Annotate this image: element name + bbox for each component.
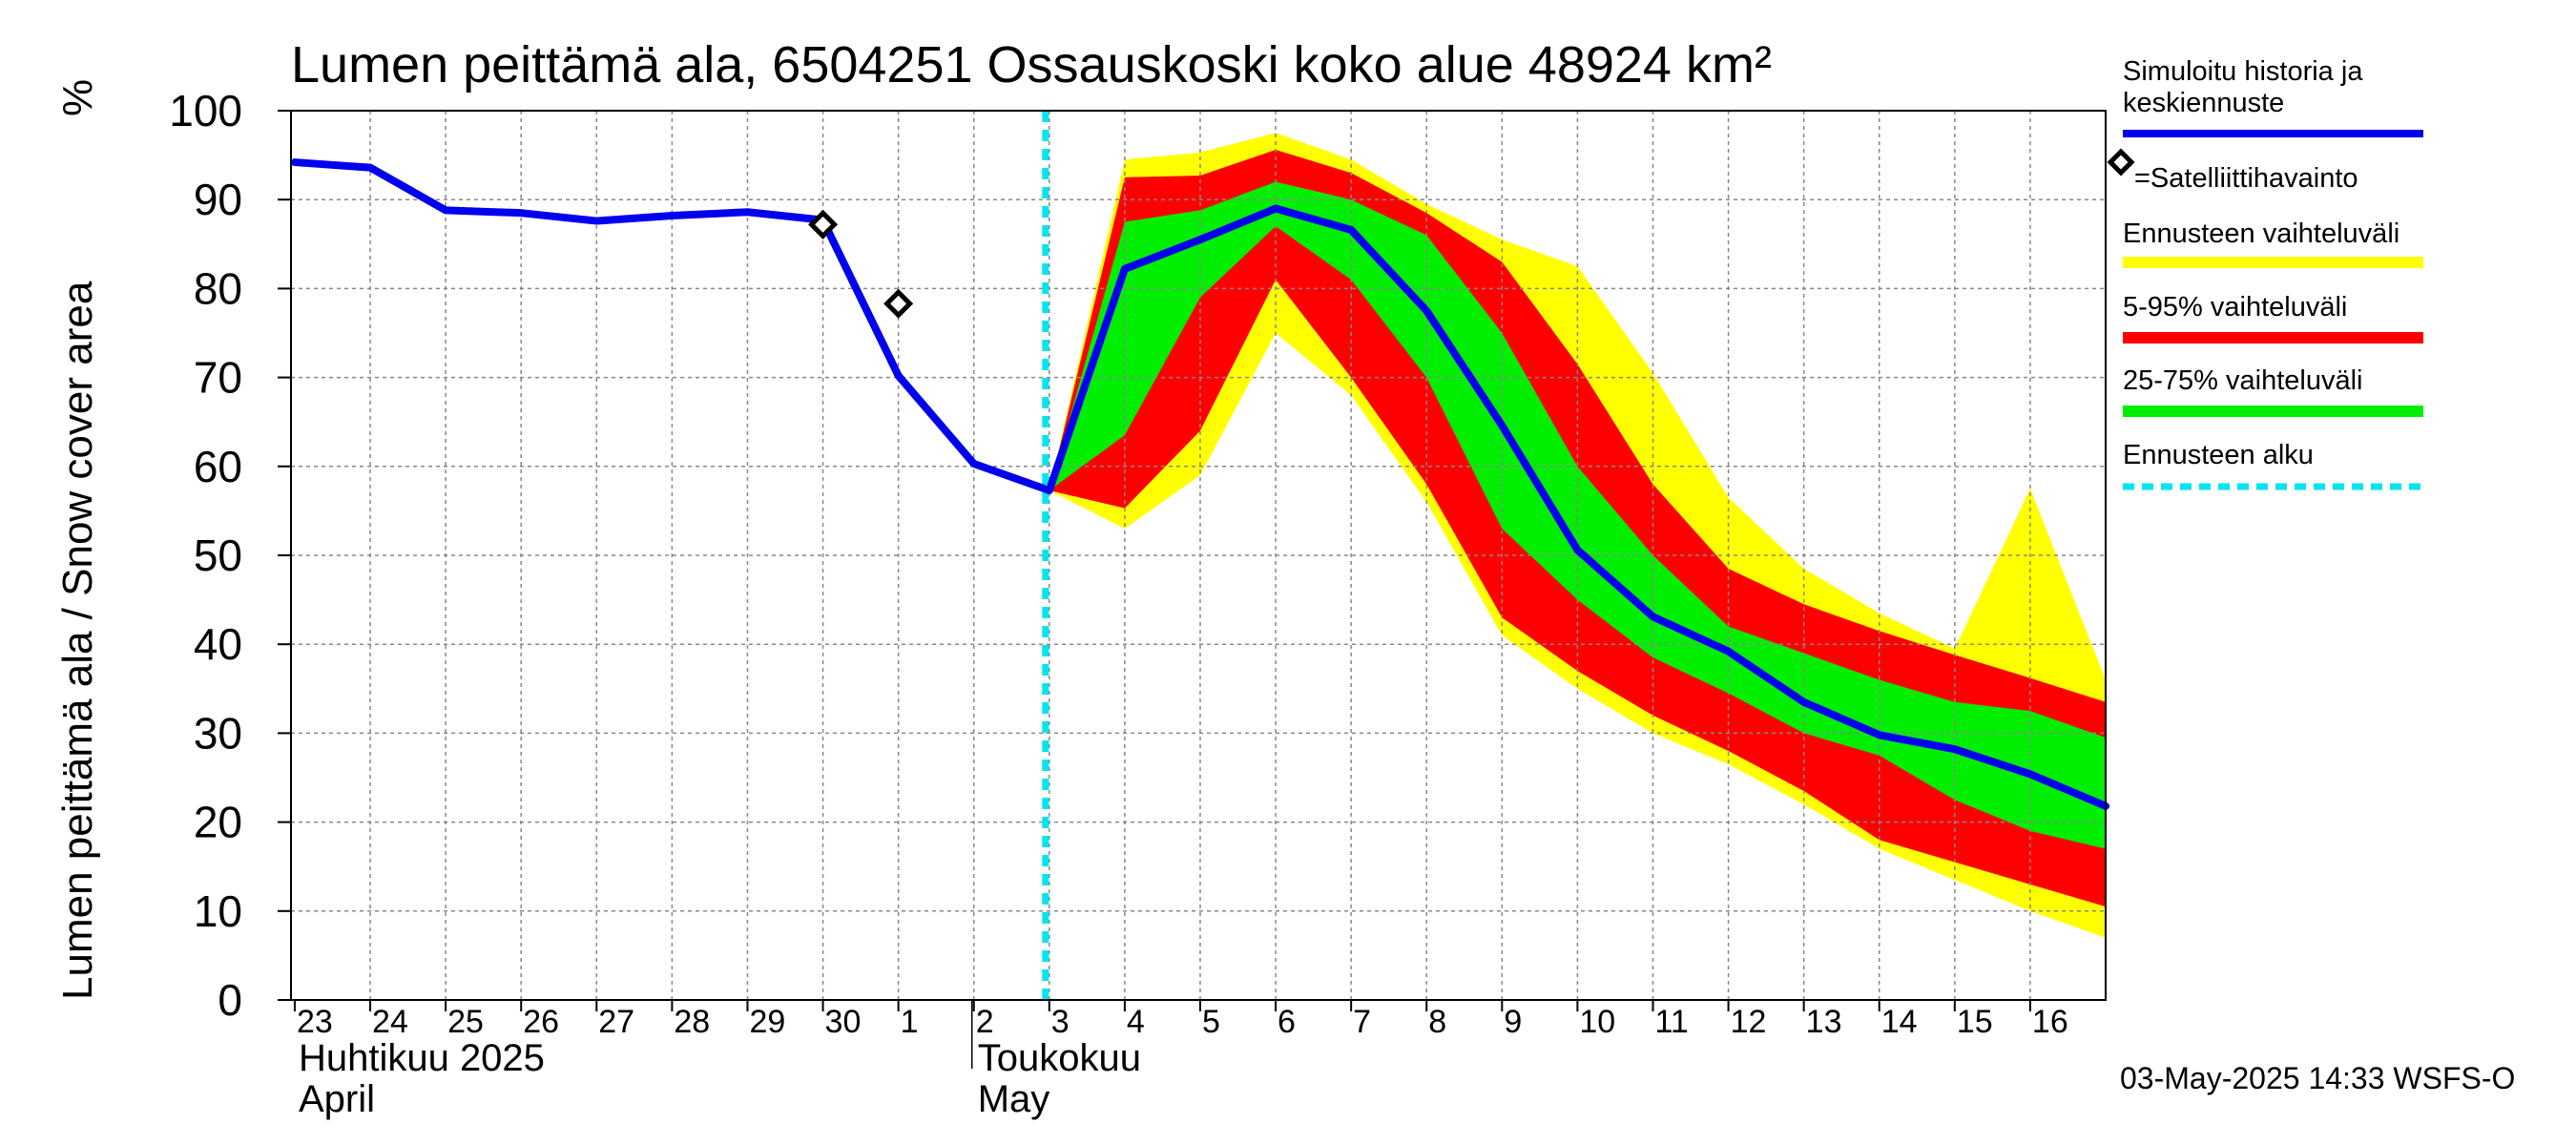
x-tick-label-5: 5 <box>1202 1004 1220 1040</box>
chart-title: Lumen peittämä ala, 6504251 Ossauskoski … <box>291 36 1772 94</box>
y-tick-label-70: 70 <box>194 353 242 403</box>
legend-band-label-2: 5-95% vaihteluväli <box>2123 292 2347 323</box>
y-tick-label-60: 60 <box>194 442 242 491</box>
x-tick-label-12: 12 <box>1731 1004 1767 1040</box>
frame-layer <box>278 110 2107 1069</box>
lines-layer <box>290 111 2109 1000</box>
x-tick-label-10: 10 <box>1579 1004 1615 1040</box>
x-tick-label-16: 16 <box>2032 1004 2068 1040</box>
month-label-2: Toukokuu <box>978 1037 1141 1079</box>
legend-band-label-1: Ennusteen vaihteluväli <box>2123 219 2399 249</box>
bands-layer <box>1049 133 2106 938</box>
x-tick-label-26: 26 <box>523 1004 559 1040</box>
y-tick-label-40: 40 <box>194 619 242 669</box>
y-tick-label-50: 50 <box>194 531 242 580</box>
satellite-marker-1 <box>808 209 839 239</box>
legend-band-label-3: 25-75% vaihteluväli <box>2123 365 2362 396</box>
timestamp: 03-May-2025 14:33 WSFS-O <box>2120 1061 2515 1095</box>
y-tick-label-0: 0 <box>218 975 242 1025</box>
x-tick-label-6: 6 <box>1278 1004 1296 1040</box>
median-forecast-line <box>1045 204 2109 810</box>
x-tick-label-4: 4 <box>1127 1004 1145 1040</box>
x-tick-label-8: 8 <box>1428 1004 1446 1040</box>
satellite-marker-2 <box>883 288 914 319</box>
y-tick-label-90: 90 <box>194 175 242 224</box>
y-axis-label: Lumen peittämä ala / Snow cover area <box>54 281 101 1000</box>
legend-satellite-icon <box>2107 148 2135 177</box>
month-label-en-1: April <box>299 1078 375 1120</box>
legend-history-label-line2: keskiennuste <box>2123 88 2284 118</box>
x-tick-label-1: 1 <box>901 1004 919 1040</box>
x-tick-label-14: 14 <box>1881 1004 1918 1040</box>
y-tick-label-30: 30 <box>194 708 242 758</box>
x-tick-label-30: 30 <box>825 1004 862 1040</box>
x-tick-label-15: 15 <box>1957 1004 1993 1040</box>
history-line <box>290 158 1053 494</box>
x-tick-label-2: 2 <box>976 1004 994 1040</box>
markers-layer <box>808 209 914 319</box>
x-tick-label-27: 27 <box>598 1004 634 1040</box>
y-tick-label-20: 20 <box>194 798 242 847</box>
month-label-en-2: May <box>978 1078 1050 1120</box>
legend-forecast-start-label: Ennusteen alku <box>2123 440 2314 470</box>
x-tick-labels: 23 24 25 26 27 28 29 30 1 2 3 4 5 6 7 8 9 10 11 12 13 14 15 16 <box>297 1004 2068 1040</box>
y-tick-label-80: 80 <box>194 263 242 313</box>
x-tick-label-24: 24 <box>372 1004 408 1040</box>
legend-satellite-label: =Satelliittihavainto <box>2134 163 2358 194</box>
x-tick-label-13: 13 <box>1806 1004 1842 1040</box>
y-tick-label-100: 100 <box>169 86 242 135</box>
y-tick-labels: 0 10 20 30 40 50 60 70 80 90 100 <box>169 86 242 1025</box>
grid-layer <box>291 111 2106 1000</box>
x-tick-label-7: 7 <box>1353 1004 1371 1040</box>
y-tick-label-10: 10 <box>194 886 242 936</box>
x-tick-label-29: 29 <box>749 1004 785 1040</box>
y-axis-unit: % <box>54 79 101 116</box>
x-tick-label-3: 3 <box>1051 1004 1070 1040</box>
month-label-1: Huhtikuu 2025 <box>299 1037 545 1079</box>
x-tick-label-28: 28 <box>674 1004 710 1040</box>
x-tick-label-9: 9 <box>1504 1004 1522 1040</box>
x-tick-label-25: 25 <box>447 1004 484 1040</box>
x-tick-label-23: 23 <box>297 1004 333 1040</box>
x-tick-label-11: 11 <box>1654 1004 1688 1040</box>
legend-history-label-line1: Simuloitu historia ja <box>2123 56 2363 87</box>
